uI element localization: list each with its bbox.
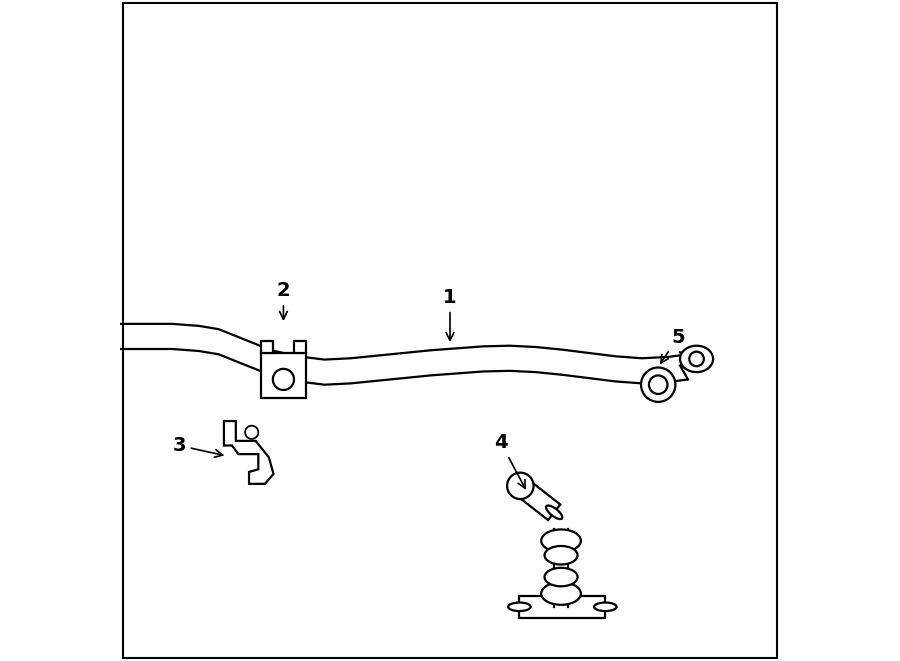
- Text: 1: 1: [443, 288, 457, 340]
- Polygon shape: [554, 529, 568, 607]
- Polygon shape: [514, 478, 561, 520]
- Ellipse shape: [544, 546, 578, 564]
- Ellipse shape: [680, 346, 713, 372]
- Polygon shape: [106, 324, 688, 385]
- Bar: [294, 341, 306, 353]
- Ellipse shape: [507, 473, 534, 499]
- Text: 2: 2: [276, 282, 290, 319]
- Ellipse shape: [541, 529, 580, 552]
- Text: 3: 3: [172, 436, 222, 457]
- Bar: [261, 353, 306, 398]
- Ellipse shape: [546, 506, 562, 519]
- Polygon shape: [519, 596, 606, 618]
- Bar: [261, 341, 273, 353]
- Polygon shape: [224, 421, 274, 484]
- Ellipse shape: [512, 479, 528, 492]
- Ellipse shape: [641, 368, 675, 402]
- Ellipse shape: [544, 568, 578, 586]
- Ellipse shape: [594, 603, 616, 611]
- Ellipse shape: [649, 375, 668, 394]
- Text: 4: 4: [494, 434, 526, 488]
- Ellipse shape: [273, 369, 294, 390]
- Ellipse shape: [541, 582, 580, 605]
- Ellipse shape: [245, 426, 258, 439]
- Ellipse shape: [689, 352, 704, 366]
- Text: 5: 5: [661, 328, 685, 363]
- Ellipse shape: [508, 603, 531, 611]
